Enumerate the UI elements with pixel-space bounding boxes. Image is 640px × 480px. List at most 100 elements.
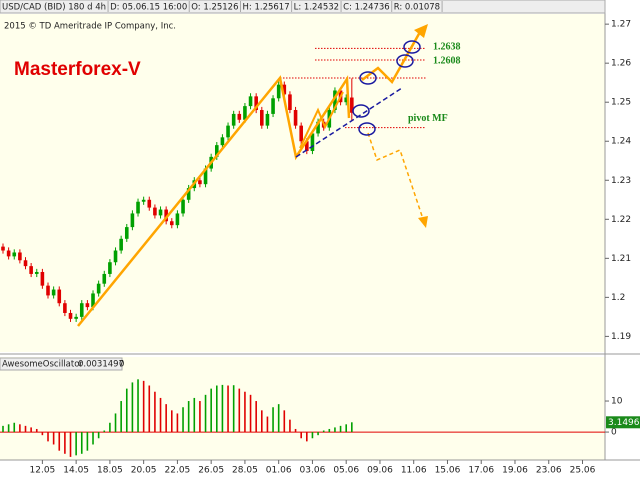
x-tick-label: 17.06	[468, 466, 494, 476]
y-tick-label: 1.23	[611, 176, 631, 186]
candle-body	[282, 84, 287, 95]
x-tick-label: 05.06	[333, 466, 359, 476]
level-label: 1.2608	[433, 55, 461, 66]
x-tick-label: 01.06	[266, 466, 292, 476]
candle-body	[153, 207, 157, 216]
copyright: 2015 © TD Ameritrade IP Company, Inc.	[4, 22, 176, 32]
candle-body	[74, 316, 78, 319]
candle-body	[344, 97, 348, 103]
candle-body	[79, 303, 84, 317]
candle-body	[220, 137, 225, 146]
oscillator-flag: 0	[119, 360, 124, 370]
candle-body	[51, 289, 56, 296]
candle-body	[276, 84, 281, 99]
candle-body	[265, 113, 270, 126]
candle-body	[91, 293, 95, 308]
wave-line	[299, 91, 344, 149]
circle-mark	[359, 71, 377, 85]
candle-body	[231, 113, 236, 126]
header-field: H: 1.25617	[243, 3, 290, 13]
annotations	[77, 24, 428, 327]
x-tick-label: 19.06	[502, 466, 528, 476]
y-tick-label: 1.27	[611, 20, 631, 30]
y-tick-label: 1.22	[611, 215, 631, 225]
candle-body	[288, 94, 292, 111]
candle-body	[102, 273, 107, 284]
x-tick-label: 23.06	[536, 466, 562, 476]
candle-body	[85, 303, 90, 308]
arrow-head	[418, 216, 428, 228]
candle-body	[271, 98, 275, 114]
trend-line	[295, 87, 403, 158]
candle-body	[23, 260, 28, 267]
x-tick-label: 20.05	[131, 466, 157, 476]
y-tick-label: 1.26	[611, 59, 631, 69]
x-tick-label: 11.06	[401, 466, 427, 476]
x-tick-label: 14.05	[63, 466, 89, 476]
oscillator-value: 0.0031497	[78, 360, 124, 370]
candle-body	[46, 285, 50, 296]
candle-body	[260, 110, 264, 126]
candle-body	[113, 250, 118, 263]
candle-body	[12, 252, 17, 257]
candle-body	[299, 125, 303, 142]
candle-body	[164, 209, 168, 222]
y-tick-label: 0	[611, 428, 617, 438]
candle-body	[350, 97, 354, 113]
y-tick-label: 1.19	[611, 332, 631, 342]
candle-body	[226, 125, 230, 138]
candle-body	[254, 96, 258, 111]
oscillator-plot: 10 03.14968	[0, 379, 640, 457]
y-tick-label: 1.25	[611, 98, 631, 108]
y-tick-label: 1.2	[611, 293, 625, 303]
x-tick-label: 15.06	[435, 466, 461, 476]
arrow-head	[414, 24, 428, 38]
candle-body	[158, 209, 163, 216]
header-field: C: 1.24736	[343, 3, 390, 13]
header-bar	[0, 0, 606, 14]
candle-body	[18, 252, 22, 261]
circle-mark	[358, 122, 376, 136]
watermark-title: Masterforex-V	[14, 59, 141, 80]
candle-body	[198, 180, 202, 185]
candle-body	[40, 271, 45, 286]
candle-body	[141, 199, 146, 202]
oscillator-header	[0, 357, 123, 371]
x-tick-label: 28.05	[232, 466, 258, 476]
x-tick-label: 22.05	[165, 466, 191, 476]
candle-body	[248, 96, 253, 107]
candle-body	[124, 227, 129, 239]
x-tick-label: 26.05	[198, 466, 224, 476]
oscillator-panel	[0, 357, 605, 460]
candle-body	[214, 145, 219, 157]
candle-body	[29, 266, 33, 274]
candle-body	[6, 250, 11, 257]
x-tick-label: 03.06	[300, 466, 326, 476]
candle-body	[119, 238, 123, 251]
x-tick-label: 25.06	[570, 466, 596, 476]
candle-body	[63, 303, 67, 313]
candle-body	[175, 213, 180, 226]
header-field: USD/CAD (BID) 180 d 4h	[2, 3, 106, 13]
x-tick-label: 18.05	[97, 466, 123, 476]
candle-body	[169, 221, 174, 226]
y-tick-label: 1.21	[611, 254, 631, 264]
header-field: D: 05.06.15 16:00	[110, 3, 187, 13]
price-panel	[0, 14, 605, 352]
candle-body	[96, 283, 101, 294]
candle-body	[34, 271, 39, 274]
candle-body	[1, 246, 5, 251]
candle-body	[57, 289, 62, 304]
candle-body	[237, 113, 242, 120]
circle-mark	[396, 54, 414, 68]
candle-body	[310, 133, 315, 151]
candle-body	[316, 121, 320, 134]
candle-body	[333, 90, 337, 111]
candle-body	[136, 201, 140, 214]
candle-body	[293, 110, 298, 126]
x-tick-label: 09.06	[367, 466, 393, 476]
candle-body	[68, 312, 73, 319]
circle-mark	[352, 104, 370, 118]
candle-body	[305, 141, 309, 151]
